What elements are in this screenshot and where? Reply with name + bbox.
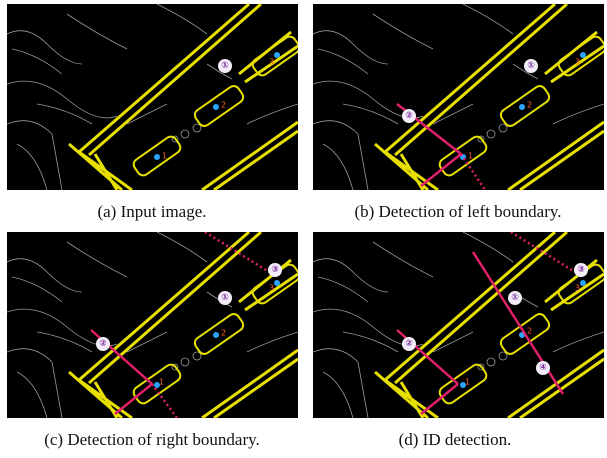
panel-a: ① 1 2 3 [7,4,298,190]
region-label: ③ [271,265,279,275]
id-label: 3 [575,58,580,67]
panel-b: ① ② 1 2 3 [313,4,604,190]
region-label: ② [405,339,413,349]
id-label: 3 [269,58,274,67]
id-label: 3 [269,284,274,293]
caption: (a) Input image. [97,202,206,222]
region-label: ① [511,293,519,303]
region-label: ① [527,61,535,71]
panel-d: ① ② ③ ④ 1 2 3 [313,232,604,418]
id-label: 2 [221,329,226,338]
id-label: 2 [221,101,226,110]
id-label: 3 [575,284,580,293]
panel-c: ① ② ③ 1 2 3 [7,232,298,418]
caption: (c) Detection of right boundary. [44,430,260,450]
region-label: ② [99,339,107,349]
id-label: 2 [527,327,532,336]
region-label: ② [405,111,413,121]
region-label: ④ [539,363,547,373]
region-label: ③ [577,265,585,275]
caption: (b) Detection of left boundary. [354,202,561,222]
region-label: ① [221,61,229,71]
id-label: 1 [162,152,167,161]
id-label: 1 [159,378,164,387]
caption: (d) ID detection. [399,430,512,450]
id-label: 1 [468,152,473,161]
figure: ① 1 2 3 (a) Input image. ① ② 1 2 3 (b) D… [0,0,607,458]
id-label: 1 [465,378,470,387]
id-label: 2 [527,101,532,110]
region-label: ① [221,293,229,303]
